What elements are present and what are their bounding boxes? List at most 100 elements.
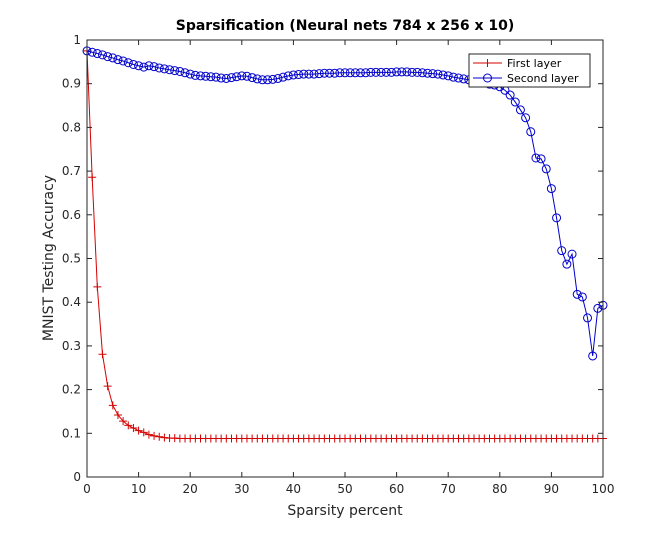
data-point-second-layer [433, 69, 443, 79]
data-point-second-layer [510, 97, 520, 107]
data-point-second-layer [402, 67, 412, 77]
y-axis-label: MNIST Testing Accuracy [41, 175, 57, 341]
data-point-second-layer [407, 67, 417, 77]
data-point-second-layer [526, 127, 536, 137]
data-point-second-layer [257, 75, 267, 85]
data-point-second-layer [180, 68, 190, 78]
x-tick-label: 30 [234, 482, 249, 496]
data-point-second-layer [144, 61, 154, 71]
y-tick-label: 0.5 [62, 252, 81, 266]
data-point-second-layer [92, 49, 102, 59]
data-point-second-layer [371, 67, 381, 77]
data-point-second-layer [562, 259, 572, 269]
data-point-second-layer [211, 72, 221, 82]
data-point-second-layer [412, 67, 422, 77]
data-point-second-layer [505, 90, 515, 100]
y-tick-label: 0.3 [62, 339, 81, 353]
data-point-second-layer [304, 69, 314, 79]
data-point-second-layer [273, 73, 283, 83]
data-point-second-layer [201, 71, 211, 81]
data-point-first-layer [124, 421, 133, 430]
data-point-second-layer [552, 213, 562, 223]
x-tick-label: 80 [492, 482, 507, 496]
data-point-second-layer [330, 68, 340, 78]
x-tick-label: 70 [441, 482, 456, 496]
data-point-second-layer [242, 71, 252, 81]
data-point-second-layer [319, 68, 329, 78]
data-point-second-layer [376, 67, 386, 77]
data-point-second-layer [438, 70, 448, 80]
x-tick-label: 90 [544, 482, 559, 496]
data-point-second-layer [355, 68, 365, 78]
data-point-second-layer [448, 72, 458, 82]
data-point-second-layer [392, 67, 402, 77]
data-point-second-layer [567, 249, 577, 259]
legend-label-second-layer: Second layer [507, 72, 579, 85]
data-point-second-layer [283, 71, 293, 81]
data-point-second-layer [128, 59, 138, 69]
data-point-second-layer [423, 68, 433, 78]
data-point-second-layer [134, 61, 144, 71]
data-point-second-layer [216, 73, 226, 83]
data-point-second-layer [149, 62, 159, 72]
data-point-second-layer [196, 71, 206, 81]
data-point-second-layer [232, 72, 242, 82]
x-tick-label: 10 [131, 482, 146, 496]
data-point-second-layer [185, 69, 195, 79]
data-point-second-layer [97, 50, 107, 60]
data-point-second-layer [454, 73, 464, 83]
y-axis-ticks: 0 0.1 0.2 0.3 0.4 0.5 0.6 0.7 0.8 0.9 1 [62, 33, 603, 484]
y-tick-label: 0.8 [62, 120, 81, 134]
data-point-second-layer [206, 72, 216, 82]
data-point-second-layer [175, 66, 185, 76]
data-point-second-layer [278, 72, 288, 82]
data-point-second-layer [536, 154, 546, 164]
data-point-second-layer [252, 74, 262, 84]
x-tick-label: 40 [286, 482, 301, 496]
data-point-first-layer [103, 382, 112, 391]
legend-marker-second-layer [483, 73, 492, 83]
y-tick-label: 0 [73, 470, 81, 484]
y-tick-label: 0.6 [62, 208, 81, 222]
data-point-second-layer [247, 73, 257, 83]
data-point-second-layer [139, 62, 149, 72]
data-point-first-layer [150, 431, 159, 440]
data-point-second-layer [221, 73, 231, 83]
y-tick-label: 0.7 [62, 164, 81, 178]
data-point-second-layer [335, 68, 345, 78]
data-point-second-layer [340, 68, 350, 78]
legend-marker-first-layer [483, 59, 492, 67]
data-point-second-layer [325, 68, 335, 78]
series-layer [82, 46, 608, 443]
data-point-second-layer [113, 55, 123, 65]
data-point-second-layer [397, 67, 407, 77]
data-point-second-layer [190, 70, 200, 80]
data-point-second-layer [515, 105, 525, 115]
y-tick-label: 0.1 [62, 426, 81, 440]
data-point-second-layer [557, 246, 567, 256]
data-point-first-layer [88, 173, 97, 182]
series-first-layer [83, 46, 607, 443]
plot-area [87, 40, 603, 477]
data-point-second-layer [381, 67, 391, 77]
x-tick-label: 60 [389, 482, 404, 496]
data-point-first-layer [144, 430, 153, 439]
data-point-second-layer [593, 303, 603, 313]
x-axis-label: Sparsity percent [287, 503, 403, 519]
data-point-second-layer [361, 68, 371, 78]
y-tick-label: 0.4 [62, 295, 81, 309]
data-point-second-layer [459, 74, 469, 84]
data-point-second-layer [226, 73, 236, 83]
data-point-second-layer [428, 69, 438, 79]
data-point-second-layer [521, 113, 531, 123]
data-point-first-layer [134, 426, 143, 435]
data-point-second-layer [87, 47, 97, 57]
data-point-second-layer [345, 68, 355, 78]
data-point-second-layer [546, 184, 556, 194]
data-point-second-layer [103, 52, 113, 62]
data-point-second-layer [170, 66, 180, 76]
data-point-first-layer [129, 424, 138, 433]
y-tick-label: 0.9 [62, 77, 81, 91]
data-point-second-layer [288, 70, 298, 80]
data-point-second-layer [314, 69, 324, 79]
